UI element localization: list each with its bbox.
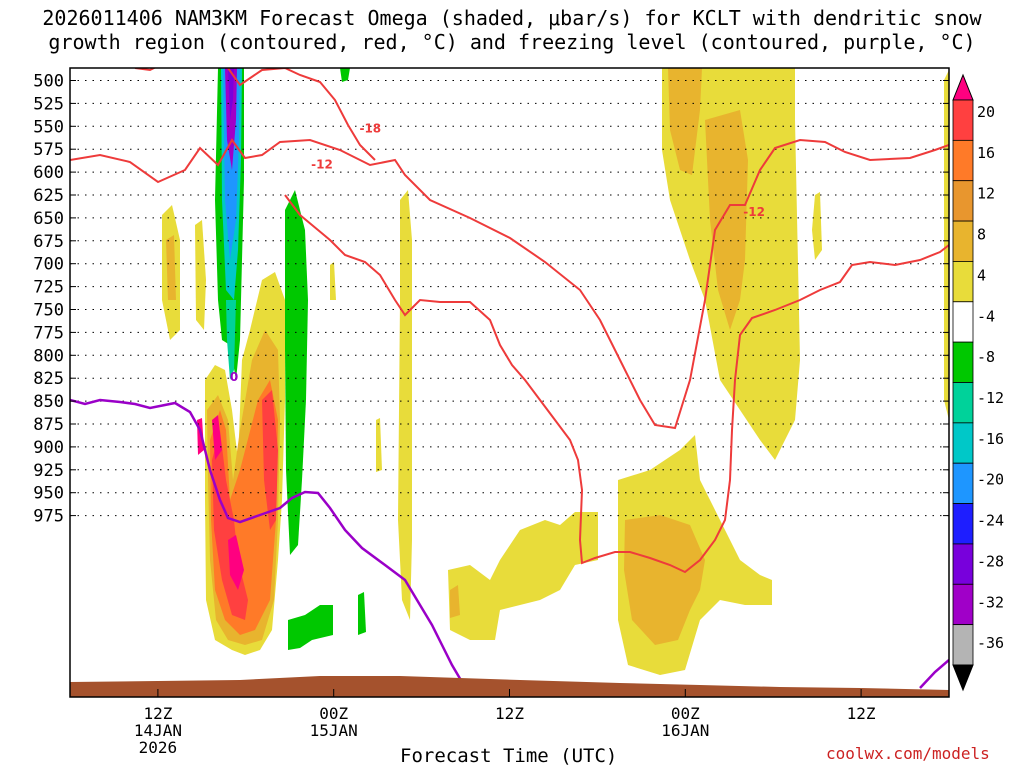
colorbar-swatch-11: [952, 503, 974, 545]
contour-labels: -18 -12 -12 0: [230, 122, 765, 384]
colorbar-label-12: -32: [977, 593, 1004, 611]
omega-region-negative-green-5: [358, 592, 366, 635]
contour-label-1: -12: [311, 157, 333, 171]
surface-terrain: [70, 676, 949, 697]
y-tick-label-550: 550: [33, 117, 64, 137]
colorbar-swatch-6: [952, 301, 974, 343]
y-tick-label-725: 725: [33, 278, 64, 298]
x-axis-label: Forecast Time (UTC): [400, 745, 618, 767]
y-tick-label-850: 850: [33, 392, 64, 412]
x-tick-label-1-1: 00Z: [319, 704, 348, 723]
colorbar-label-7: -12: [977, 389, 1004, 407]
colorbar-swatch-8: [952, 382, 974, 424]
colorbar-label-2: 12: [977, 185, 995, 203]
omega-region-thin-spike-3: [330, 262, 336, 300]
contour-label-0: -18: [359, 122, 381, 136]
red-contour-minus12: [284, 194, 949, 574]
chart-title-line-1: 2026011406 NAM3KM Forecast Omega (shaded…: [42, 6, 982, 30]
colorbar-swatch-2: [952, 139, 974, 182]
x-tick-label-2-1: 12Z: [495, 704, 524, 723]
omega-region-left-weak-2: [195, 220, 206, 330]
y-tick-label-750: 750: [33, 301, 64, 321]
x-tick-label-0-1: 12Z: [143, 704, 172, 723]
x-tick-label-3-2: 16JAN: [661, 721, 709, 740]
y-tick-label-675: 675: [33, 232, 64, 252]
purple-freezing-level-contour: [70, 398, 949, 689]
y-tick-label-525: 525: [33, 94, 64, 114]
source-credit: coolwx.com/models: [826, 744, 990, 763]
y-tick-label-500: 500: [33, 72, 64, 92]
colorbar-bottom-arrow: [952, 664, 974, 692]
x-tick-label-0-2: 14JAN: [134, 721, 182, 740]
colorbar-label-6: -8: [977, 348, 995, 366]
omega-region-main-core-2: [262, 390, 278, 530]
omega-colorbar: 20 16 12 8 4 -4 -8 -12 -16 -20 -24 -28 -32 -36: [952, 73, 1004, 692]
omega-region-negative-column-lower: [226, 300, 236, 380]
omega-shading: [162, 68, 949, 675]
colorbar-swatch-10: [952, 462, 974, 504]
x-tick-label-4-1: 12Z: [847, 704, 876, 723]
contour-label-2: -12: [743, 205, 765, 219]
y-tick-label-625: 625: [33, 186, 64, 206]
chart-title-line-2: growth region (contoured, red, °C) and f…: [48, 30, 976, 54]
y-tick-label-875: 875: [33, 415, 64, 435]
colorbar-swatch-13: [952, 583, 974, 626]
y-tick-label-925: 925: [33, 461, 64, 481]
y-tick-label-900: 900: [33, 438, 64, 458]
omega-region-right-upper-strong: [668, 68, 702, 175]
colorbar-swatch-5: [952, 261, 974, 303]
x-tick-label-0-3: 2026: [139, 738, 178, 757]
colorbar-label-11: -28: [977, 552, 1004, 570]
y-tick-label-650: 650: [33, 209, 64, 229]
omega-region-middle: [448, 512, 598, 640]
omega-region-negative-column-purple: [225, 68, 237, 170]
omega-region-negative-column-deep: [228, 68, 234, 120]
omega-region-thin-spike-2: [376, 418, 382, 472]
x-tick-label-1-2: 15JAN: [310, 721, 358, 740]
red-contour-minus18-upper: [70, 138, 949, 430]
y-tick-label-800: 800: [33, 346, 64, 366]
omega-region-left-weak-1-strong: [166, 235, 176, 300]
y-tick-label-950: 950: [33, 484, 64, 504]
y-tick-label-700: 700: [33, 255, 64, 275]
y-tick-label-775: 775: [33, 323, 64, 343]
colorbar-swatch-12: [952, 543, 974, 585]
omega-region-negative-green-2: [285, 190, 308, 555]
y-tick-label-975: 975: [33, 507, 64, 527]
omega-region-right-lower-strong: [624, 515, 705, 645]
x-tick-label-3-1: 00Z: [671, 704, 700, 723]
colorbar-swatch-3: [952, 180, 974, 222]
colorbar-swatch-7: [952, 341, 974, 383]
colorbar-label-10: -24: [977, 512, 1004, 530]
omega-region-right-spike: [812, 192, 822, 260]
colorbar-swatch-14: [952, 624, 974, 666]
colorbar-swatch-1: [952, 99, 974, 141]
omega-region-right-upper-strong-2: [705, 110, 748, 330]
colorbar-swatch-4: [952, 220, 974, 262]
omega-region-main-peak: [228, 535, 244, 590]
omega-region-negative-green-4: [288, 605, 333, 650]
colorbar-label-4: 4: [977, 266, 986, 284]
y-tick-label-825: 825: [33, 369, 64, 389]
colorbar-label-1: 16: [977, 144, 995, 162]
y-tick-label-600: 600: [33, 163, 64, 183]
colorbar-label-8: -16: [977, 430, 1004, 448]
colorbar-label-13: -36: [977, 634, 1004, 652]
colorbar-label-0: 20: [977, 103, 995, 121]
colorbar-label-5: -4: [977, 307, 995, 325]
colorbar-swatch-9: [952, 422, 974, 464]
omega-region-middle-spot: [450, 585, 460, 618]
omega-region-thin-spike-1: [398, 190, 412, 620]
omega-region-negative-green-3: [340, 68, 350, 82]
y-tick-label-575: 575: [33, 140, 64, 160]
colorbar-label-3: 8: [977, 226, 986, 244]
colorbar-label-9: -20: [977, 471, 1004, 489]
colorbar-top-arrow: [952, 73, 974, 101]
omega-region-main-peak-2: [212, 415, 222, 460]
contour-label-3: 0: [230, 370, 238, 384]
